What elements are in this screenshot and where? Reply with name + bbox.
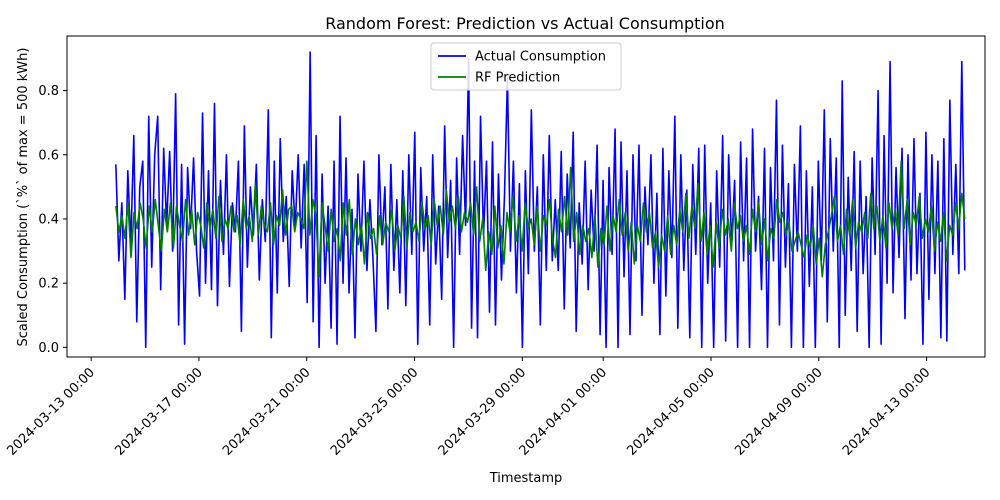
chart-title: Random Forest: Prediction vs Actual Cons…	[325, 14, 725, 33]
plot-frame	[66, 35, 986, 358]
legend: Actual Consumption RF Prediction	[430, 42, 622, 91]
y-tick-label: 0.6	[38, 148, 59, 163]
y-tick-label: 0.8	[38, 84, 59, 99]
y-axis: 0.0 0.2 0.4 0.6 0.8	[38, 84, 67, 356]
series-layer	[115, 51, 966, 349]
legend-label: RF Prediction	[475, 71, 560, 86]
legend-box	[430, 42, 622, 91]
legend-label: Actual Consumption	[475, 50, 606, 65]
y-tick-label: 0.0	[38, 341, 59, 356]
y-axis-label: Scaled Consumption (`%` of max = 500 kWh…	[16, 48, 31, 347]
series-line-actual-consumption	[115, 51, 966, 349]
y-tick-label: 0.4	[38, 212, 59, 227]
x-axis-label: Timestamp	[489, 471, 563, 486]
series-line-rf-prediction	[115, 160, 966, 278]
y-tick-label: 0.2	[38, 277, 59, 292]
plot-area	[66, 35, 986, 358]
